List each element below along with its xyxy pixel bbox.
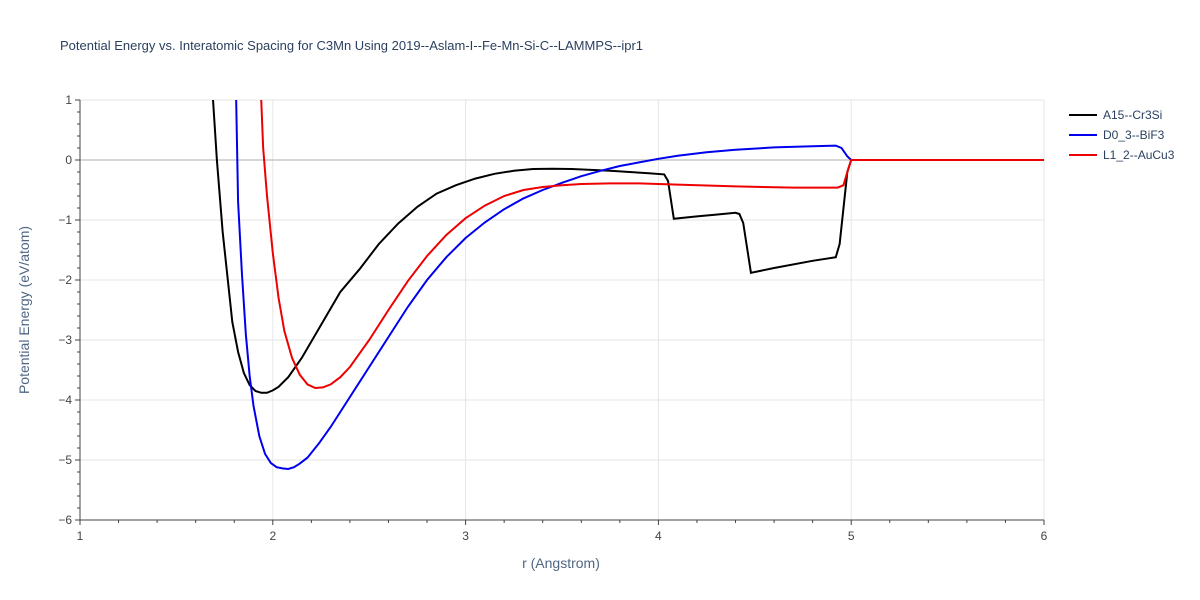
series-line-A15--Cr3Si [212,100,1044,394]
y-tick-label: 0 [65,153,72,167]
y-tick-label: −3 [58,333,72,347]
y-tick-label: −1 [58,213,72,227]
chart-title: Potential Energy vs. Interatomic Spacing… [60,38,643,53]
x-axis-title: r (Angstrom) [522,555,600,571]
legend-item[interactable]: L1_2--AuCu3 [1069,148,1175,162]
y-tick-label: −4 [58,393,72,407]
legend-item[interactable]: D0_3--BiF3 [1069,128,1165,142]
legend-label: L1_2--AuCu3 [1103,148,1175,162]
x-tick-label: 6 [1041,529,1048,543]
x-tick-label: 5 [848,529,855,543]
y-axis-title: Potential Energy (eV/atom) [16,226,32,394]
plot-area [212,100,1044,471]
y-tick-label: −6 [58,513,72,527]
axes: 1 2 3 4 5 6 1 0 −1 −2 −3 −4 −5 −6 [58,93,1047,543]
x-tick-label: 3 [462,529,469,543]
x-tick-label: 1 [77,529,84,543]
series-line-L1_2--AuCu3 [260,100,1044,390]
y-tick-label: −5 [58,453,72,467]
grid-lines [80,99,1045,520]
series-line-D0_3--BiF3 [235,100,1044,471]
y-tick-label: −2 [58,273,72,287]
legend[interactable]: A15--Cr3Si D0_3--BiF3 L1_2--AuCu3 [1069,108,1175,162]
y-tick-label: 1 [65,93,72,107]
legend-label: A15--Cr3Si [1103,108,1162,122]
x-tick-label: 2 [269,529,276,543]
legend-item[interactable]: A15--Cr3Si [1069,108,1162,122]
x-tick-label: 4 [655,529,662,543]
legend-label: D0_3--BiF3 [1103,128,1165,142]
